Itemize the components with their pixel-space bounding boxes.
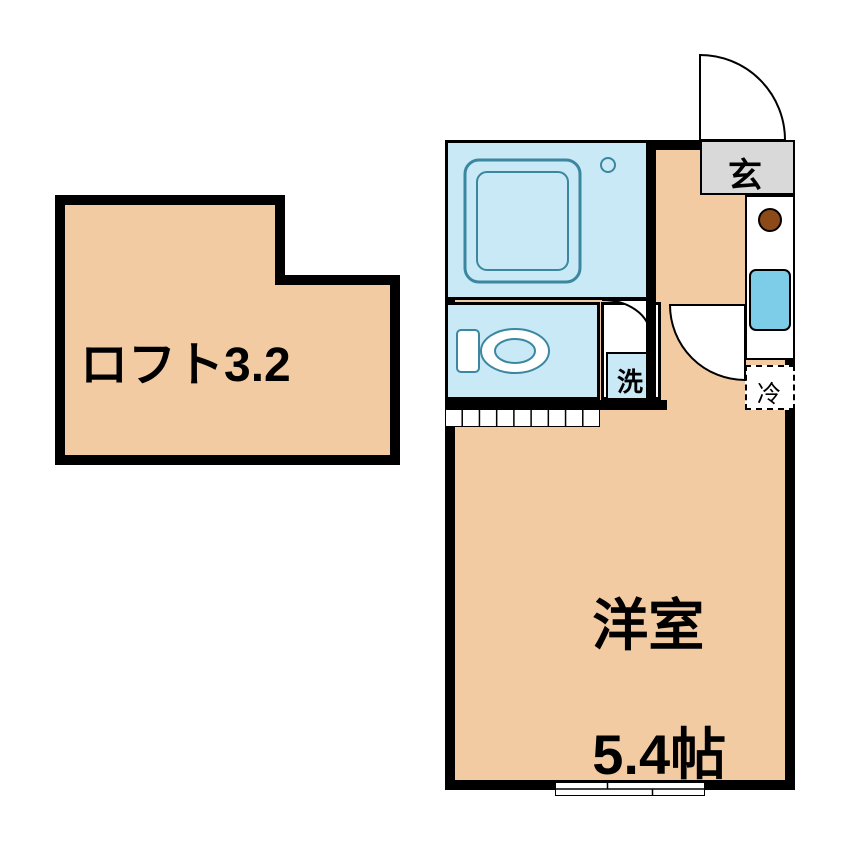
window [555, 782, 705, 796]
floorplan-canvas: ロフト3.2 洗 玄 冷 洋室 5.4帖 [0, 0, 846, 846]
main-room-label: 洋室 5.4帖 [530, 530, 726, 852]
interior-wall [445, 400, 667, 410]
room-label-line1: 洋室 [592, 594, 704, 657]
interior-wall-vert [646, 140, 656, 400]
room-label-line2: 5.4帖 [592, 723, 726, 786]
